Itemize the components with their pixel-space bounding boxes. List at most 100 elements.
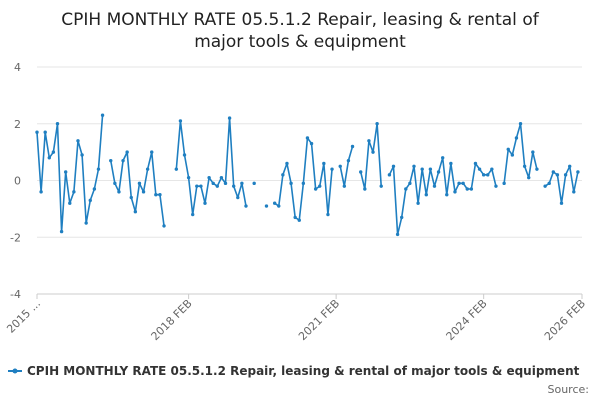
data-point [395, 232, 400, 237]
data-point [555, 173, 560, 177]
series-line-segment [274, 137, 333, 222]
data-point [432, 184, 437, 188]
data-point [559, 201, 564, 205]
data-point [313, 187, 318, 191]
y-axis-ticks: -4 -2 0 2 4 [10, 61, 21, 301]
data-point [342, 184, 347, 188]
data-point [272, 201, 277, 205]
data-point [158, 192, 162, 197]
data-point [350, 144, 355, 149]
data-point [449, 161, 453, 166]
data-point [363, 187, 367, 191]
data-point [330, 167, 334, 171]
data-point [150, 150, 154, 154]
data-point [191, 212, 195, 217]
data-point [461, 181, 465, 186]
data-point [293, 215, 297, 220]
data-point [264, 204, 269, 208]
data-point [141, 190, 146, 194]
data-point [371, 150, 375, 154]
data-point [453, 190, 457, 194]
data-point [55, 122, 60, 126]
x-tick-label: 2018 FEB [149, 297, 195, 343]
data-point [576, 170, 580, 174]
data-point [420, 167, 424, 171]
data-point [424, 192, 428, 197]
data-point [244, 204, 248, 208]
data-point [486, 173, 490, 177]
data-point [387, 173, 392, 177]
legend-label: CPIH MONTHLY RATE 05.5.1.2 Repair, leasi… [27, 364, 580, 378]
data-point [481, 173, 486, 177]
data-point [547, 181, 551, 186]
data-point [416, 201, 420, 205]
data-point [35, 130, 39, 134]
data-point [51, 150, 56, 154]
y-tick-label: -2 [10, 231, 21, 244]
data-point [527, 175, 531, 180]
data-point [236, 195, 240, 200]
data-point [305, 136, 310, 140]
data-point [297, 218, 301, 222]
data-point [162, 224, 166, 228]
data-point [346, 158, 351, 163]
data-point [551, 170, 556, 174]
series-line-segment [109, 151, 165, 227]
data-point [412, 164, 416, 169]
series-line-segment [359, 122, 383, 190]
data-point [473, 161, 478, 166]
data-point [465, 187, 469, 191]
data-point [145, 167, 150, 171]
y-tick-label: -4 [10, 288, 21, 301]
data-point [514, 136, 519, 140]
data-point [133, 210, 138, 214]
data-point [125, 150, 129, 154]
chart-title-line-1: CPIH MONTHLY RATE 05.5.1.2 Repair, leasi… [61, 10, 539, 30]
data-point [96, 167, 101, 171]
x-tick-label: 2024 FEB [444, 297, 490, 343]
data-point [367, 139, 371, 143]
data-point [182, 153, 187, 157]
data-point [494, 184, 498, 188]
data-point [80, 153, 84, 157]
data-point [137, 181, 142, 186]
data-point [563, 173, 568, 177]
data-point [227, 116, 232, 120]
data-point [477, 167, 482, 171]
data-point [318, 184, 322, 188]
data-point [281, 173, 285, 177]
data-point [301, 181, 306, 186]
data-point [129, 195, 133, 200]
data-point [207, 175, 211, 180]
data-point [469, 187, 474, 191]
legend[interactable]: CPIH MONTHLY RATE 05.5.1.2 Repair, leasi… [8, 364, 580, 378]
data-point [436, 170, 441, 174]
data-point [502, 181, 506, 186]
chart-title-line-2: major tools & equipment [194, 32, 406, 52]
data-point [518, 122, 523, 126]
data-point [63, 170, 68, 174]
data-point [43, 130, 47, 134]
legend-marker [12, 368, 18, 374]
data-point [223, 181, 228, 186]
series-line-segment [175, 117, 247, 216]
data-point [375, 122, 379, 126]
data-point [154, 192, 158, 197]
data-point [231, 184, 236, 188]
data-point [84, 221, 88, 225]
data-point [404, 187, 408, 191]
data-point [535, 167, 539, 171]
data-point [219, 175, 224, 180]
data-point [522, 164, 527, 169]
x-tick-label: 2021 FEB [296, 297, 342, 343]
y-tick-label: 0 [14, 175, 21, 188]
data-point [240, 181, 244, 186]
data-point [338, 164, 342, 169]
data-point [289, 181, 293, 186]
data-point [215, 184, 219, 188]
data-point [109, 158, 113, 163]
gridlines [37, 66, 582, 295]
x-axis-ticks: 2015 ... 2018 FEB 2021 FEB 2024 FEB 2026 FEB [4, 294, 588, 343]
data-point [379, 184, 383, 188]
x-tick-label: 2026 FEB [542, 297, 588, 343]
